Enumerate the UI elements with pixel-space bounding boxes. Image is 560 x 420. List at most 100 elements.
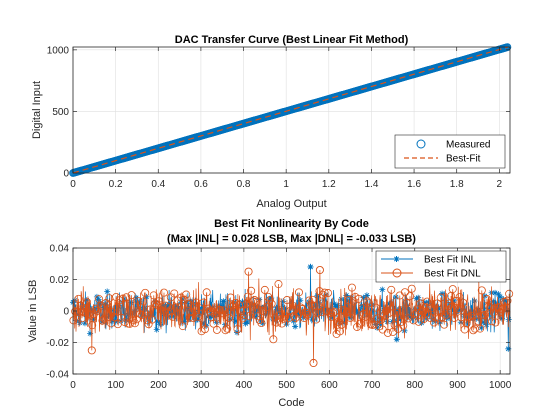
dnl-point	[269, 335, 278, 344]
inl-point	[480, 319, 487, 326]
inl-point	[322, 291, 329, 298]
dnl-point	[134, 297, 143, 306]
dnl-point	[329, 308, 338, 317]
dnl-point	[253, 312, 262, 321]
inl-point	[122, 316, 129, 323]
dnl-point	[387, 285, 396, 294]
y-tick-label: -0.02	[46, 338, 69, 349]
dnl-point	[219, 306, 228, 315]
dnl-point	[325, 309, 334, 318]
nonlinearity-xlabel: Code	[278, 397, 304, 409]
inl-point	[445, 315, 452, 322]
dnl-point	[453, 304, 462, 313]
dnl-point	[460, 325, 469, 334]
dnl-point	[400, 288, 409, 297]
dnl-point	[175, 303, 184, 312]
legend-dnl-marker	[392, 268, 402, 278]
inl-point	[88, 307, 95, 314]
dnl-point	[182, 290, 191, 299]
dnl-point	[212, 325, 221, 334]
dnl-point	[146, 305, 155, 314]
inl-point	[425, 298, 432, 305]
nonlinearity-subtitle: (Max |INL| = 0.028 LSB, Max |DNL| = -0.0…	[167, 233, 416, 245]
dnl-point	[409, 316, 418, 325]
dnl-point	[183, 299, 192, 308]
inl-point	[305, 298, 312, 305]
dnl-point	[195, 309, 204, 318]
dnl-point	[342, 308, 351, 317]
transfer-legend-box	[394, 134, 506, 169]
inl-point	[490, 298, 497, 305]
dnl-point	[243, 292, 252, 301]
inl-point	[252, 313, 259, 320]
dnl-point	[141, 288, 150, 297]
dnl-point	[250, 296, 259, 305]
inl-point	[109, 317, 116, 324]
dnl-point	[98, 316, 107, 325]
inl-point	[334, 302, 341, 309]
dnl-point	[488, 317, 497, 326]
dnl-point	[433, 299, 442, 308]
inl-point	[418, 319, 425, 326]
dnl-point	[406, 292, 415, 301]
inl-point	[476, 307, 483, 314]
dnl-peak-point	[87, 346, 96, 355]
dnl-point	[83, 298, 92, 307]
dnl-point	[472, 307, 481, 316]
x-tick-label: 2	[497, 179, 503, 190]
inl-point	[194, 316, 201, 323]
x-tick-label: 200	[150, 380, 167, 391]
inl-point	[358, 302, 365, 309]
inl-point	[502, 298, 509, 305]
dnl-point	[341, 306, 350, 315]
x-tick-label: 1.4	[364, 179, 378, 190]
dnl-point	[118, 294, 127, 303]
dnl-point	[100, 314, 109, 323]
inl-point	[198, 310, 205, 317]
inl-point	[292, 323, 299, 330]
legend-bestfit-label: Best-Fit	[446, 154, 481, 165]
dnl-point	[257, 319, 266, 328]
dnl-point	[296, 303, 305, 312]
dnl-point	[344, 296, 353, 305]
x-tick-label: 300	[193, 380, 210, 391]
inl-peak-point	[505, 345, 512, 352]
inl-point	[394, 307, 401, 314]
dnl-point	[470, 324, 479, 333]
dnl-point	[308, 295, 317, 304]
dnl-point	[305, 296, 314, 305]
dnl-point	[252, 297, 261, 306]
dnl-point	[441, 311, 450, 320]
dnl-point	[477, 286, 486, 295]
inl-point	[244, 319, 251, 326]
dnl-point	[347, 283, 356, 292]
inl-point	[374, 324, 381, 331]
x-tick-label: 1	[283, 179, 289, 190]
inl-point	[396, 314, 403, 321]
dnl-point	[404, 314, 413, 323]
inl-point	[377, 321, 384, 328]
dnl-point	[230, 300, 239, 309]
x-tick-label: 700	[364, 380, 381, 391]
x-tick-label: 800	[406, 380, 423, 391]
dnl-point	[392, 308, 401, 317]
inl-point	[339, 307, 346, 314]
inl-point	[141, 305, 148, 312]
x-tick-label: 600	[321, 380, 338, 391]
dnl-point	[354, 294, 363, 303]
dnl-point	[245, 311, 254, 320]
inl-point	[268, 294, 275, 301]
dnl-point	[108, 308, 117, 317]
inl-point	[392, 294, 399, 301]
dnl-peak-point	[244, 267, 253, 276]
dnl-point	[365, 299, 374, 308]
inl-point	[76, 319, 83, 326]
inl-point	[495, 291, 502, 298]
transfer-ylabel: Digital Input	[31, 81, 43, 139]
inl-point	[312, 302, 319, 309]
transfer-axes-box	[72, 46, 511, 174]
dnl-point	[163, 308, 172, 317]
dnl-point	[443, 302, 452, 311]
dnl-point	[81, 300, 90, 309]
dnl-point	[277, 319, 286, 328]
